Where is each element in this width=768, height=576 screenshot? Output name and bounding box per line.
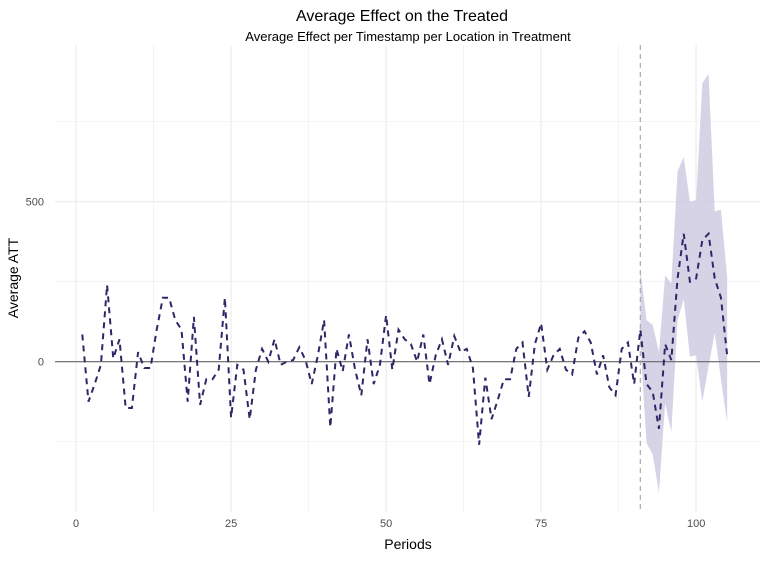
y-tick-label: 0 (38, 357, 44, 369)
x-tick-label: 50 (380, 518, 392, 530)
att-series-line (81, 231, 729, 445)
reference-lines (55, 45, 760, 512)
confidence-band-area (640, 73, 728, 493)
x-axis-label: Periods (384, 536, 431, 552)
y-tick-label: 500 (26, 197, 44, 209)
chart-subtitle: Average Effect per Timestamp per Locatio… (245, 29, 571, 44)
x-tick-label: 75 (535, 518, 547, 530)
tick-labels: 0 25 50 75 100 0 500 (26, 197, 706, 530)
x-tick-label: 25 (225, 518, 237, 530)
y-axis-label: Average ATT (5, 237, 21, 318)
chart-title: Average Effect on the Treated (296, 8, 508, 25)
series-lines (81, 231, 729, 445)
x-tick-label: 0 (73, 518, 79, 530)
confidence-band (640, 73, 728, 493)
x-tick-label: 100 (687, 518, 705, 530)
